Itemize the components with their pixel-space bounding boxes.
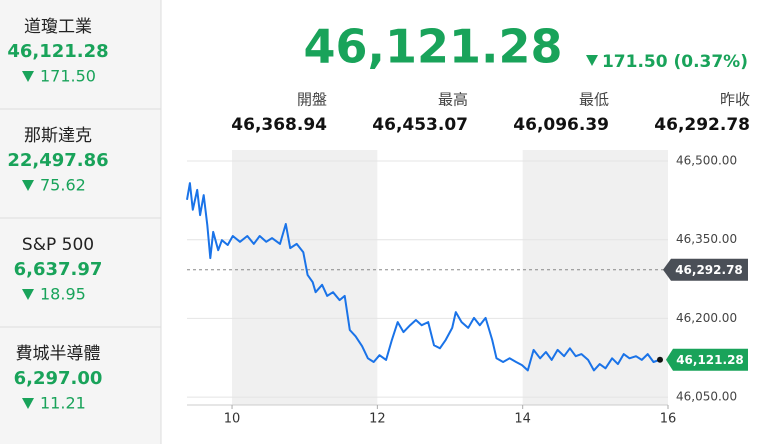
x-tick-label: 16 <box>660 412 677 427</box>
index-name: S&P 500 <box>22 235 94 255</box>
down-arrow <box>22 180 34 191</box>
sidebar-item[interactable] <box>0 0 161 108</box>
index-price: 6,637.97 <box>14 259 103 280</box>
stat-label: 昨收 <box>720 91 750 109</box>
index-change: 11.21 <box>40 394 86 413</box>
stat-label: 最高 <box>438 91 468 109</box>
down-arrow <box>22 289 34 300</box>
main-change: 171.50 (0.37%) <box>602 52 748 72</box>
time-band <box>232 150 378 405</box>
index-price: 22,497.86 <box>7 150 108 171</box>
reference-label: 46,292.78 <box>675 263 743 277</box>
current-tag <box>666 348 748 371</box>
x-tick-label: 10 <box>224 412 241 427</box>
stat-value: 46,096.39 <box>513 115 609 135</box>
current-label: 46,121.28 <box>676 353 744 367</box>
y-tick-label: 46,200.00 <box>676 311 737 325</box>
y-tick-label: 46,500.00 <box>676 154 737 168</box>
index-change: 18.95 <box>40 285 86 304</box>
index-name: 費城半導體 <box>16 344 101 364</box>
stat-value: 46,292.78 <box>654 115 750 135</box>
sidebar-item[interactable] <box>0 218 161 326</box>
index-name: 道瓊工業 <box>24 17 92 37</box>
reference-tag <box>663 258 748 281</box>
index-price: 46,121.28 <box>7 41 108 62</box>
index-name: 那斯達克 <box>24 126 92 146</box>
time-band <box>522 150 668 405</box>
x-tick-label: 14 <box>514 412 531 427</box>
index-price: 6,297.00 <box>14 368 103 389</box>
down-arrow <box>586 55 598 66</box>
current-dot <box>657 356 664 363</box>
stat-value: 46,368.94 <box>231 115 327 135</box>
stat-value: 46,453.07 <box>372 115 468 135</box>
stat-label: 開盤 <box>297 91 327 109</box>
y-tick-label: 46,050.00 <box>676 390 737 404</box>
y-tick-label: 46,350.00 <box>676 232 737 246</box>
index-change: 171.50 <box>40 67 96 86</box>
down-arrow <box>22 398 34 409</box>
down-arrow <box>22 71 34 82</box>
sidebar-item[interactable] <box>0 327 161 435</box>
sidebar-item[interactable] <box>0 109 161 217</box>
x-tick-label: 12 <box>369 412 386 427</box>
main-price: 46,121.28 <box>304 20 563 74</box>
index-change: 75.62 <box>40 176 86 195</box>
price-line <box>186 182 661 372</box>
stat-label: 最低 <box>579 91 609 109</box>
